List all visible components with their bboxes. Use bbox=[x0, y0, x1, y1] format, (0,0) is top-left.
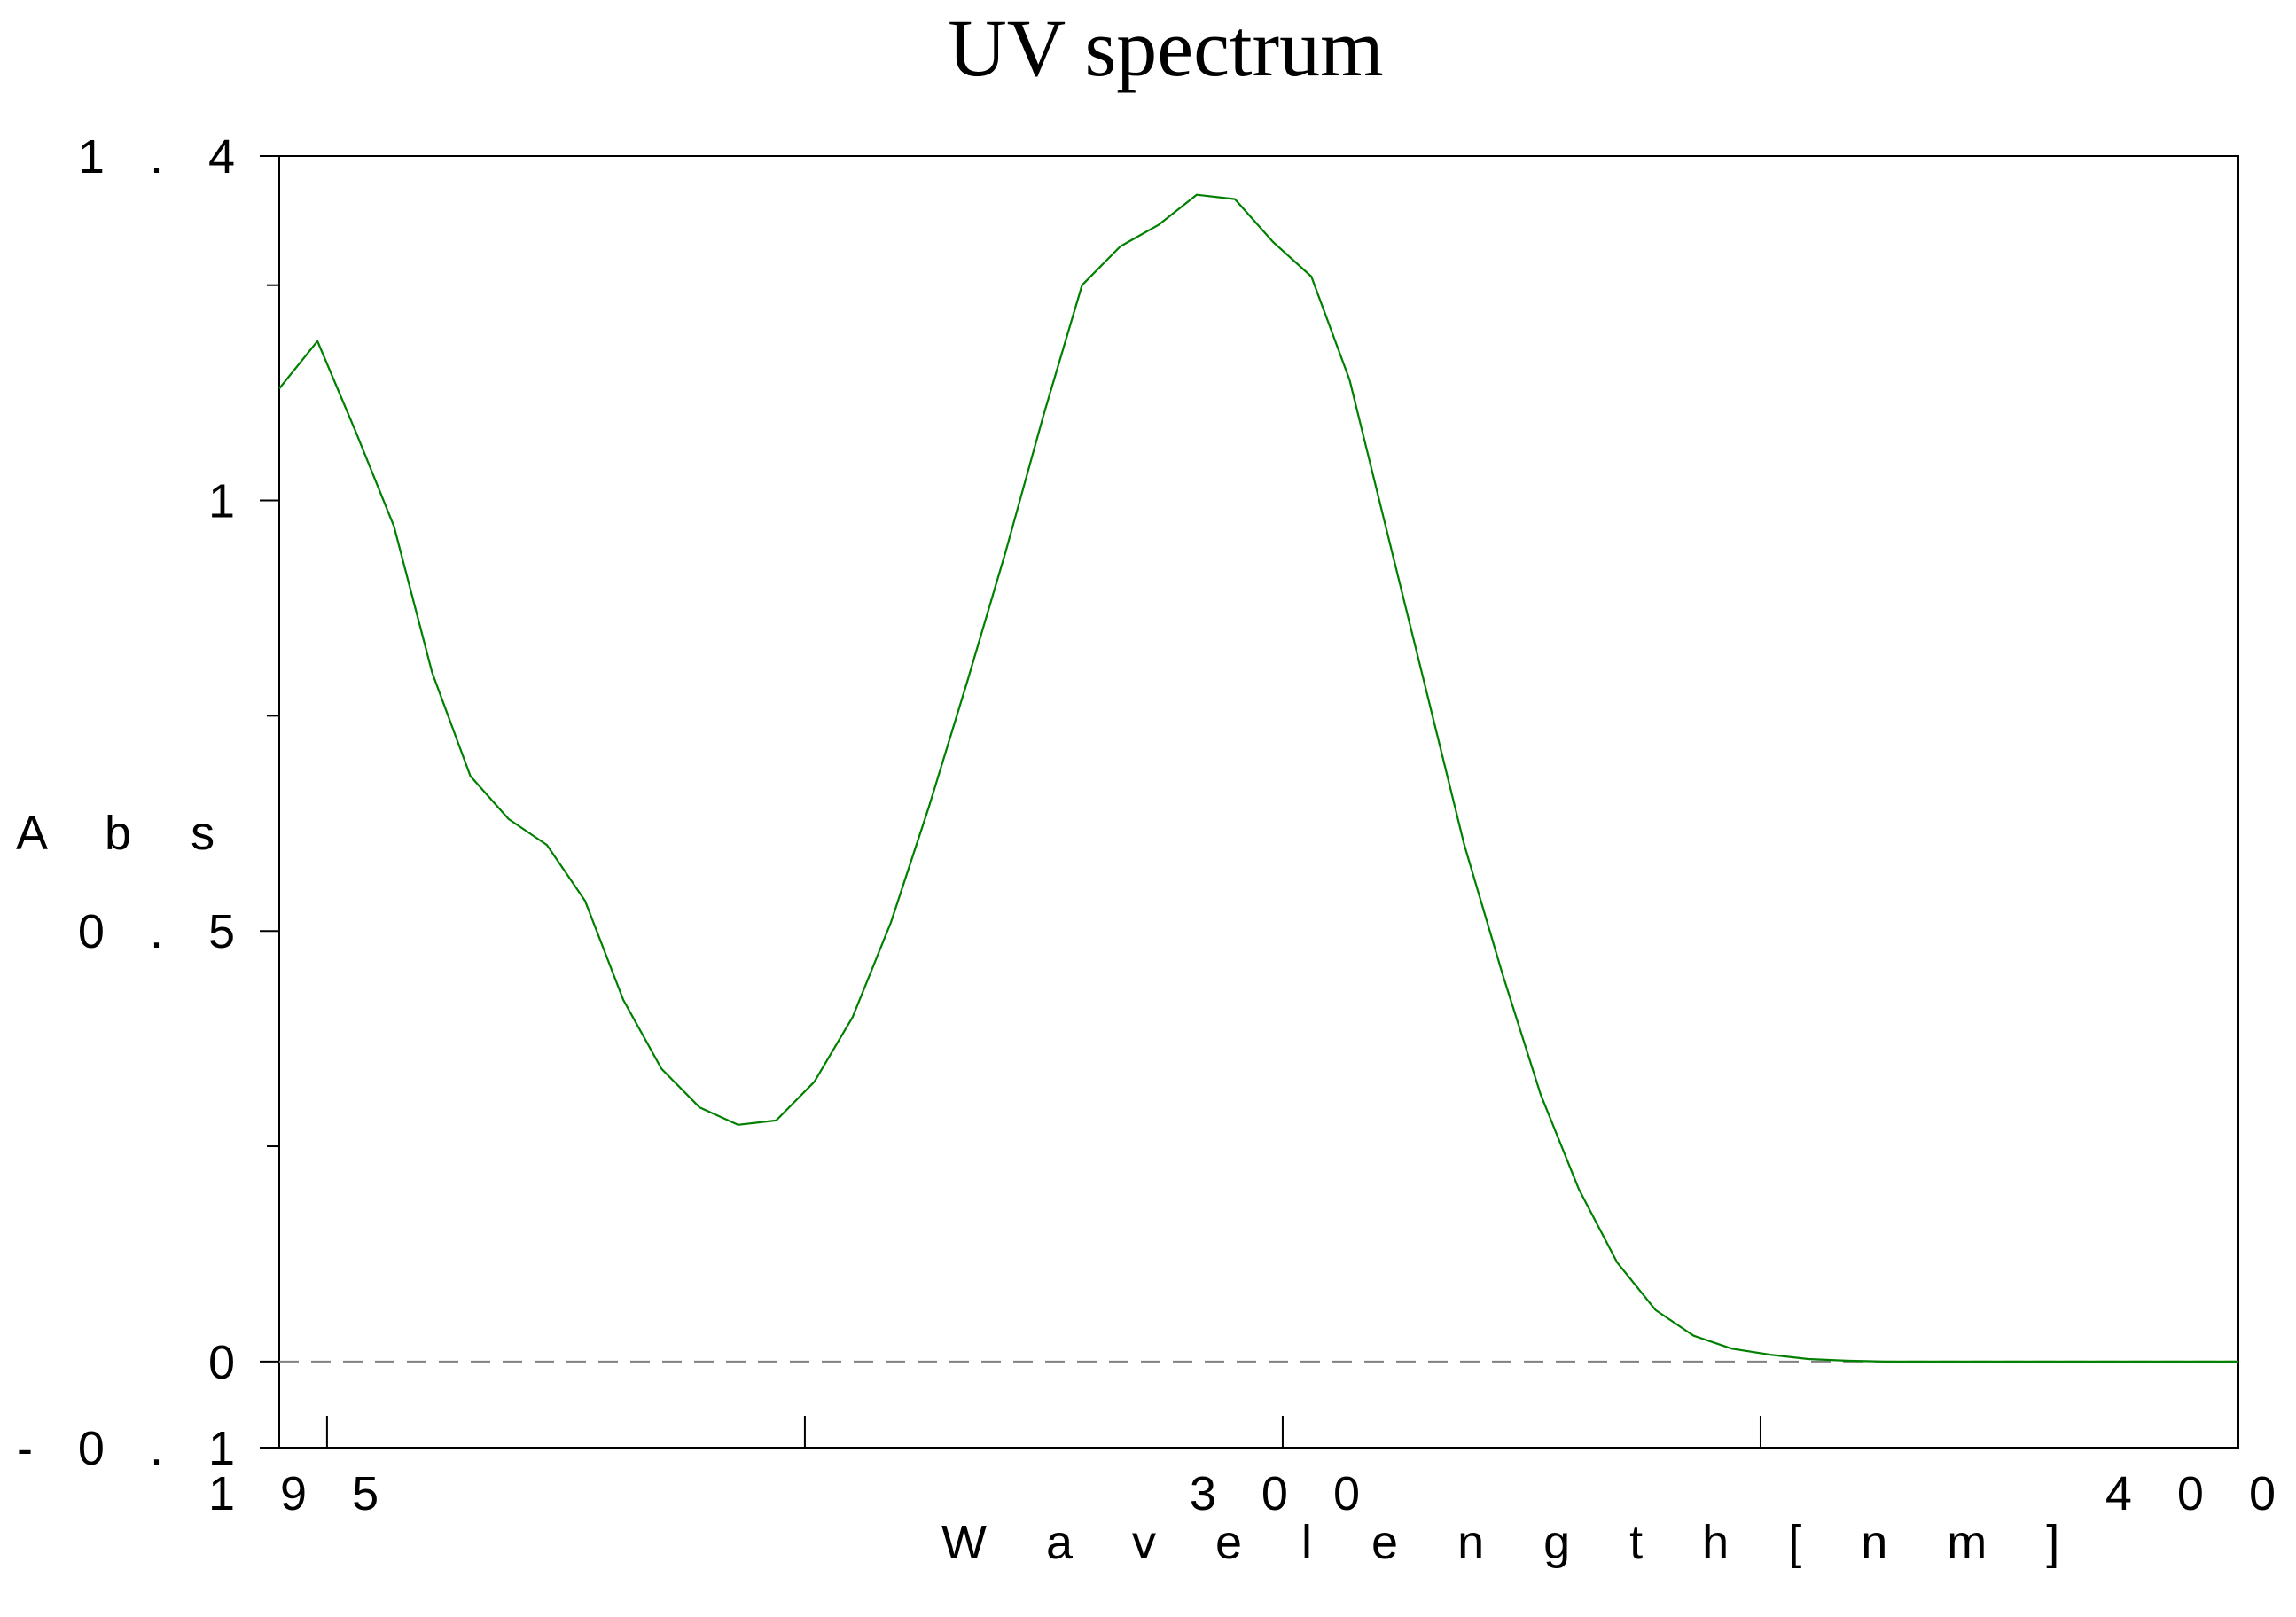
y-tick-label: 0 . 5 bbox=[78, 905, 251, 958]
plot-frame bbox=[278, 155, 2239, 1449]
series-group bbox=[278, 193, 2238, 1363]
x-tick-label: 1 9 5 bbox=[208, 1467, 394, 1520]
x-axis-label: W a v e l e n g t h [ n m ] bbox=[941, 1516, 2082, 1569]
y-axis-label: A b s bbox=[16, 807, 238, 860]
chart-title: UV spectrum bbox=[948, 3, 1383, 93]
y-axis: 1 . 4 1 0 . 5 0 - 0 . 1 bbox=[17, 130, 279, 1475]
x-tick-label: 3 0 0 bbox=[1190, 1467, 1376, 1520]
y-tick-label: 0 bbox=[208, 1336, 251, 1389]
x-tick-label: 4 0 0 bbox=[2105, 1467, 2292, 1520]
y-tick-label: - 0 . 1 bbox=[17, 1422, 251, 1475]
x-axis: 1 9 5 3 0 0 4 0 0 bbox=[208, 1416, 2292, 1520]
y-tick-label: 1 . 4 bbox=[78, 130, 251, 184]
spectrum-line bbox=[278, 193, 2238, 1363]
y-tick-label: 1 bbox=[208, 475, 251, 528]
